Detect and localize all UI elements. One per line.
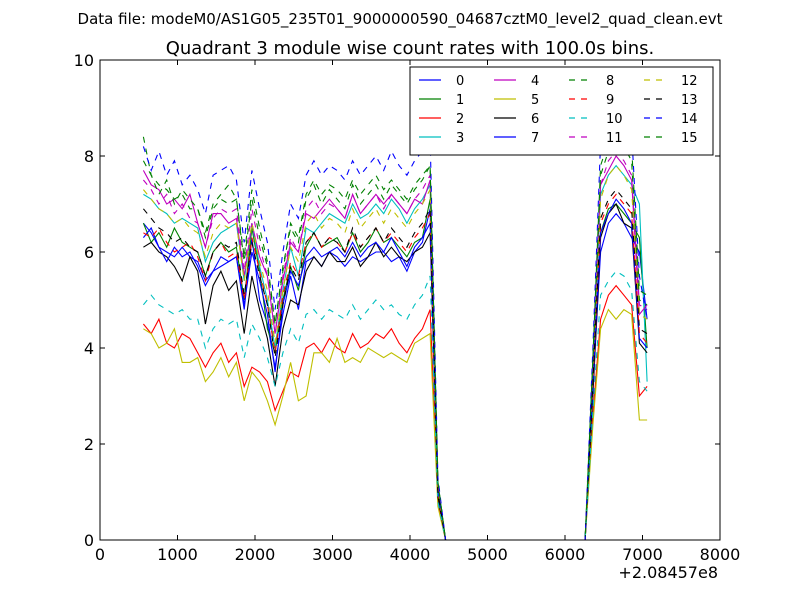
- y-tick-label: 8: [84, 147, 94, 166]
- series-line-2: [142, 284, 648, 540]
- series-layer: [142, 101, 648, 540]
- x-tick-label: 5000: [467, 545, 508, 564]
- series-line-12: [142, 164, 648, 540]
- x-tick-label: 7000: [622, 545, 663, 564]
- legend-label-14: 14: [681, 112, 698, 127]
- x-tick-label: 4000: [390, 545, 431, 564]
- x-tick-label: 8000: [700, 545, 741, 564]
- legend-label-7: 7: [531, 131, 539, 146]
- legend-label-15: 15: [681, 131, 698, 146]
- legend-label-1: 1: [456, 93, 464, 108]
- x-axis: 0 1000 2000 3000 4000 5000 6000 7000 8000: [95, 60, 740, 564]
- legend-label-6: 6: [531, 112, 539, 127]
- series-line-11: [142, 150, 648, 540]
- series-line-1: [142, 199, 648, 540]
- y-tick-label: 4: [84, 339, 94, 358]
- x-tick-label: 1000: [157, 545, 198, 564]
- x-offset-label: +2.08457e8: [618, 563, 718, 582]
- legend-label-0: 0: [456, 74, 464, 89]
- x-tick-label: 2000: [235, 545, 276, 564]
- chart-title: Quadrant 3 module wise count rates with …: [166, 38, 655, 59]
- legend-label-3: 3: [456, 131, 464, 146]
- series-line-9: [143, 193, 648, 540]
- legend-box: [409, 66, 714, 156]
- series-line-5: [143, 308, 648, 540]
- series-line-15: [142, 135, 648, 540]
- series-line-14: [142, 101, 648, 540]
- legend-label-13: 13: [681, 93, 698, 108]
- series-line-6: [143, 202, 648, 540]
- series-line-8: [142, 131, 648, 540]
- legend-label-4: 4: [531, 74, 539, 89]
- legend-label-12: 12: [681, 74, 698, 89]
- legend-label-8: 8: [606, 74, 614, 89]
- series-line-10: [142, 270, 648, 540]
- legend-label-9: 9: [606, 93, 614, 108]
- legend-label-5: 5: [531, 93, 539, 108]
- series-line-0: [142, 208, 648, 540]
- y-tick-label: 10: [74, 51, 94, 70]
- x-tick-label: 6000: [545, 545, 586, 564]
- x-tick-label: 0: [95, 545, 105, 564]
- series-line-13: [142, 188, 648, 540]
- x-tick-label: 3000: [312, 545, 353, 564]
- series-line-7: [142, 198, 648, 540]
- chart-suptitle: Data file: modeM0/AS1G05_235T01_90000005…: [78, 10, 723, 29]
- legend-label-11: 11: [606, 131, 623, 146]
- series-line-3: [143, 164, 648, 540]
- y-tick-label: 0: [84, 531, 94, 550]
- legend-label-2: 2: [456, 112, 464, 127]
- y-tick-label: 6: [84, 243, 94, 262]
- y-tick-label: 2: [84, 435, 94, 454]
- legend-label-10: 10: [606, 112, 623, 127]
